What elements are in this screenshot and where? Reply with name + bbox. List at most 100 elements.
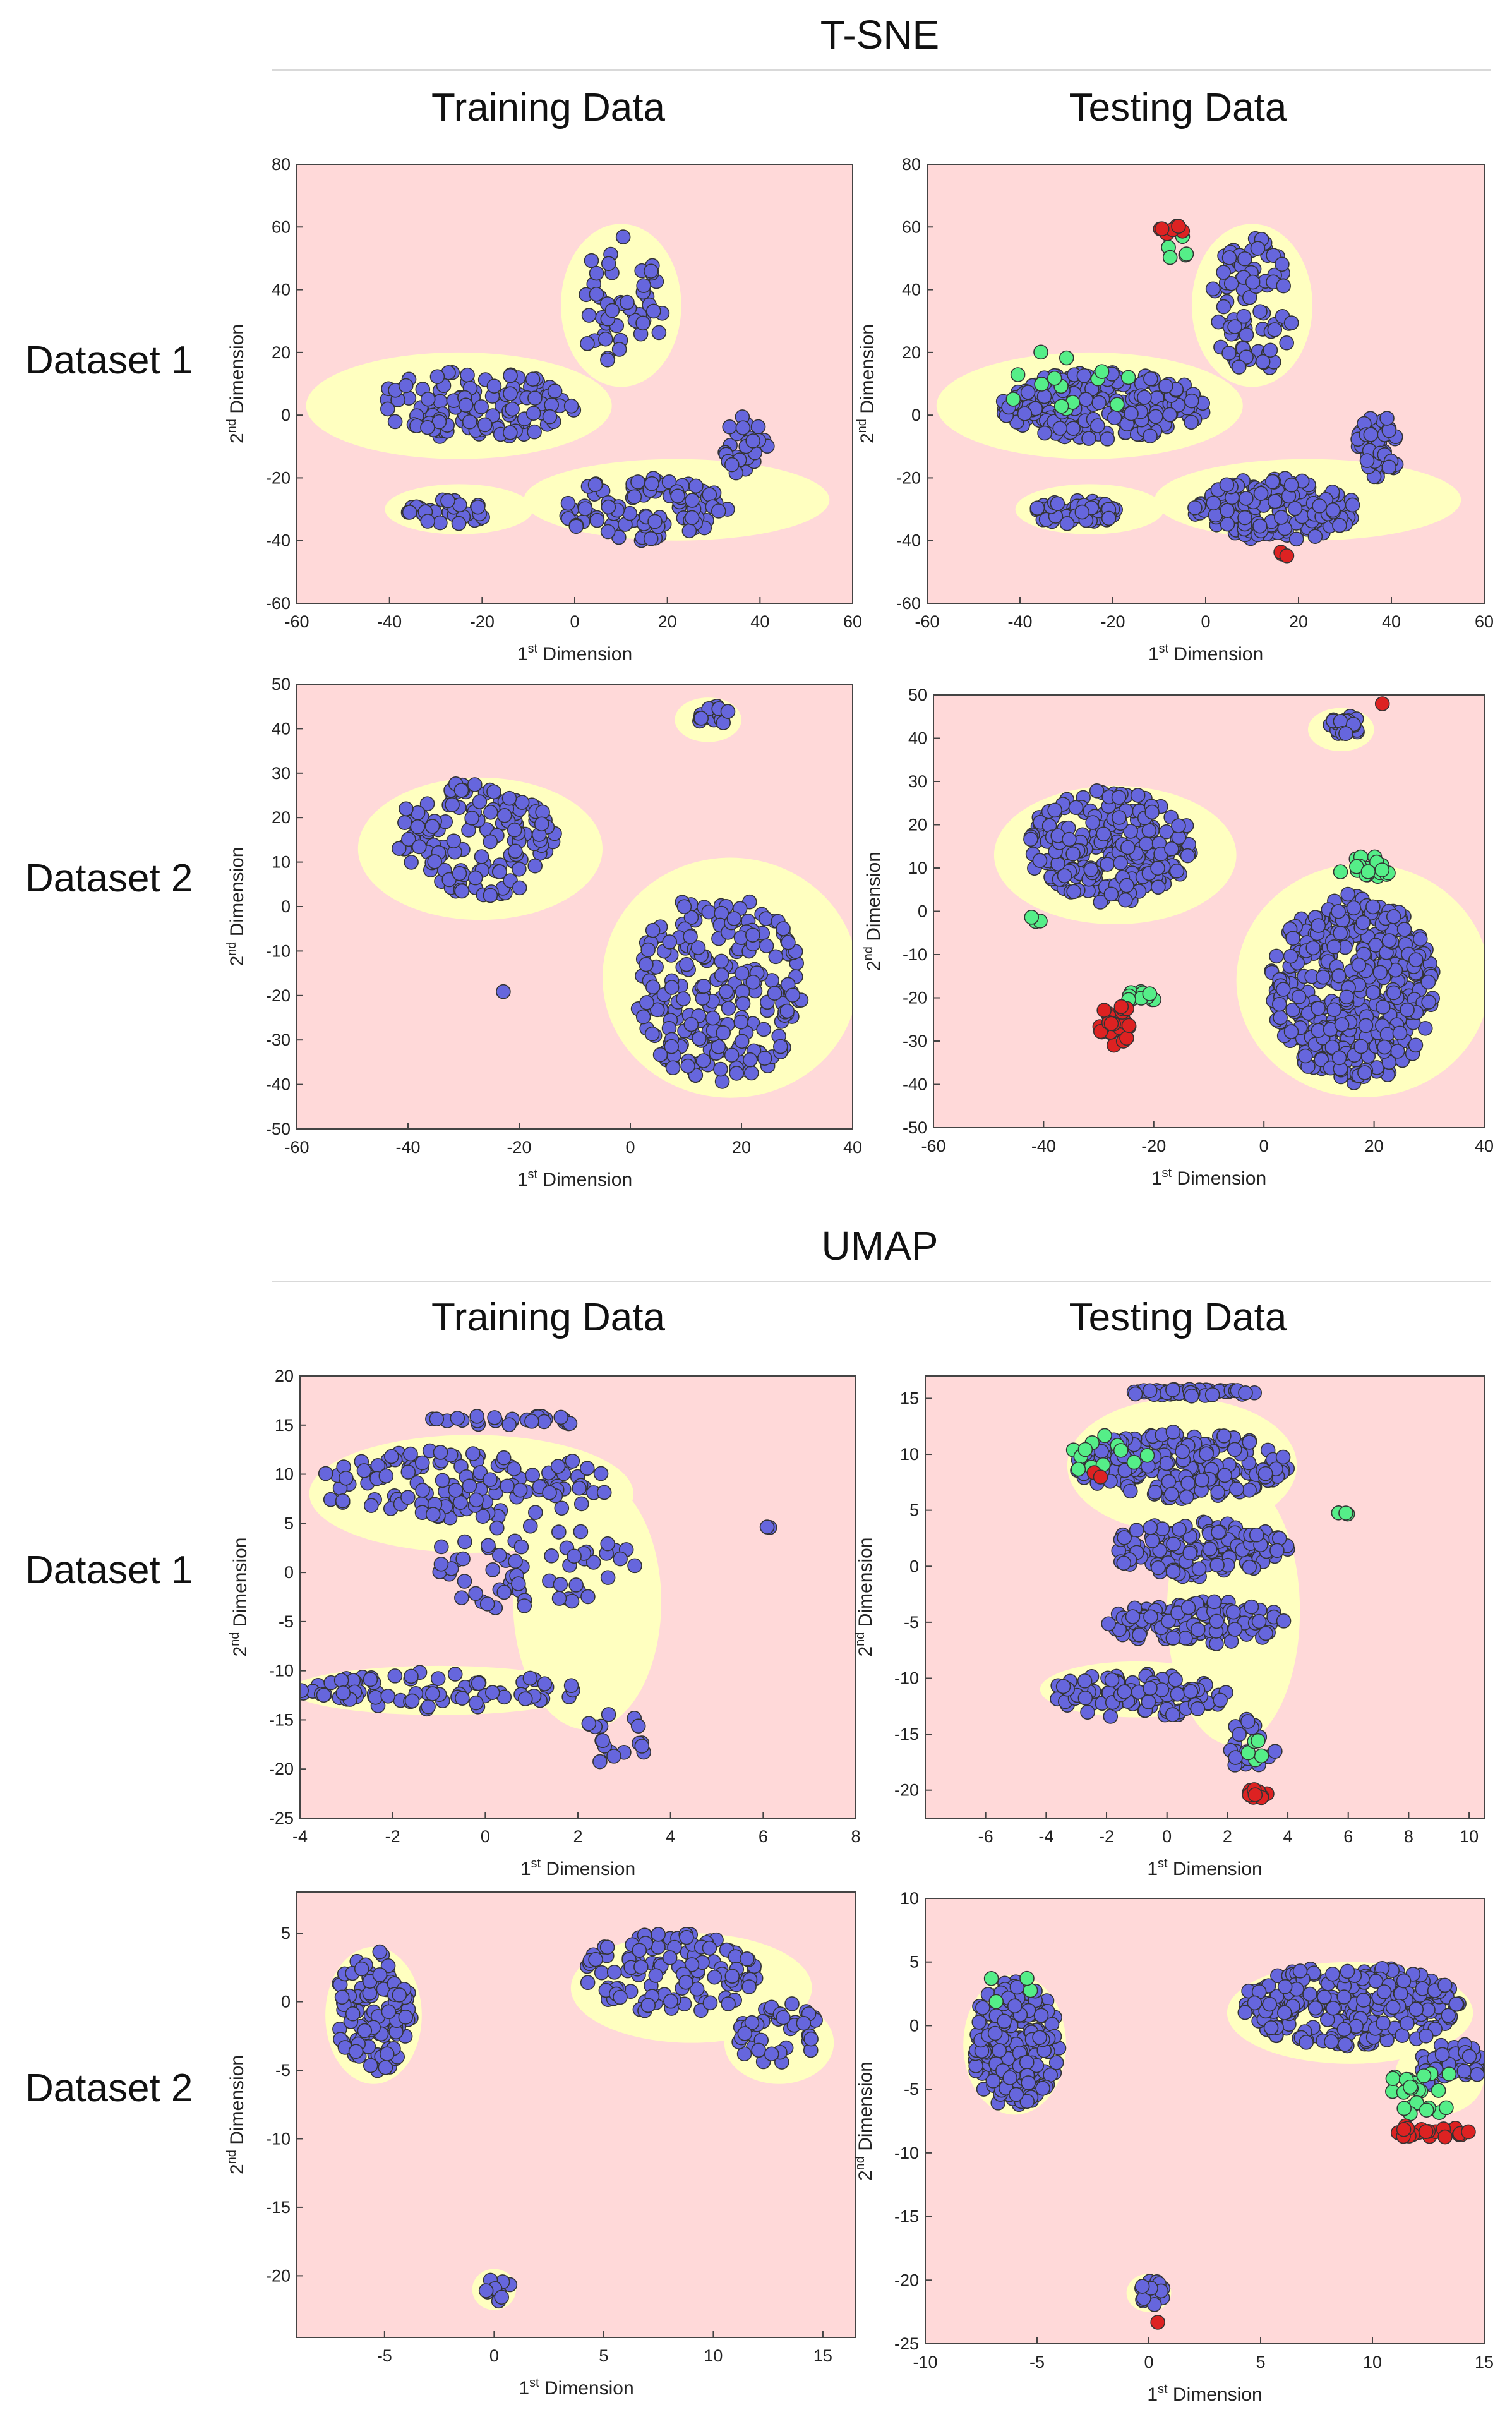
normal-point	[647, 1028, 663, 1044]
normal-point	[1183, 1435, 1199, 1450]
normal-point	[1348, 906, 1364, 921]
normal-point	[1139, 859, 1155, 875]
normal-point	[1150, 1619, 1166, 1634]
normal-point	[1096, 857, 1111, 872]
normal-point	[1441, 2056, 1456, 2072]
normal-point	[1189, 399, 1204, 415]
normal-point	[1466, 2048, 1482, 2064]
normal-point	[711, 1039, 726, 1054]
normal-point	[522, 1690, 538, 1705]
normal-point	[1113, 816, 1128, 831]
normal-point	[445, 1500, 461, 1516]
axes-frame	[296, 1891, 856, 2338]
normal-point	[1290, 477, 1306, 493]
normal-point	[747, 975, 762, 991]
normal-point	[1331, 968, 1347, 984]
normal-point	[1364, 977, 1379, 993]
normal-point	[1136, 1545, 1151, 1560]
normal-point	[1298, 1991, 1313, 2007]
normal-point	[622, 505, 638, 521]
normal-point	[501, 1417, 517, 1432]
normal-point	[436, 840, 451, 855]
normal-point	[1347, 1067, 1362, 1082]
normal-point	[443, 1561, 459, 1576]
normal-point	[398, 2010, 413, 2026]
green-point	[1094, 364, 1110, 379]
normal-point	[1325, 1966, 1340, 1982]
normal-point	[1290, 1998, 1305, 2013]
row-label-tsne-dataset2: Dataset 2	[25, 857, 193, 900]
normal-point	[1376, 1991, 1392, 2007]
normal-point	[1030, 2022, 1046, 2037]
normal-point	[1179, 818, 1194, 833]
normal-point	[1181, 407, 1196, 423]
normal-point	[1326, 504, 1341, 519]
normal-point	[1265, 474, 1280, 490]
normal-point	[1146, 2288, 1161, 2304]
normal-point	[460, 506, 476, 522]
red-point	[1273, 545, 1288, 560]
normal-point	[1326, 939, 1342, 955]
normal-point	[1367, 2021, 1383, 2036]
normal-point	[1110, 1675, 1125, 1691]
normal-point	[375, 1975, 390, 1991]
normal-point	[1407, 955, 1422, 971]
normal-point	[675, 1967, 691, 1982]
normal-point	[465, 390, 481, 405]
normal-point	[400, 840, 416, 855]
normal-point	[434, 427, 450, 442]
normal-point	[516, 414, 531, 430]
normal-point	[997, 1975, 1012, 1991]
normal-point	[1092, 391, 1108, 406]
x-tick-label: 2	[1223, 1827, 1232, 1846]
normal-point	[1131, 1610, 1146, 1625]
normal-point	[1241, 1983, 1256, 1999]
normal-point	[477, 1687, 493, 1703]
normal-point	[1074, 504, 1090, 520]
normal-point	[436, 378, 452, 394]
normal-point	[697, 900, 712, 915]
normal-point	[1164, 858, 1180, 873]
normal-point	[1179, 1621, 1194, 1636]
normal-point	[1038, 2080, 1053, 2095]
normal-point	[1321, 940, 1337, 955]
y-tick-label: -10	[269, 1661, 294, 1680]
normal-point	[1117, 1684, 1132, 1699]
normal-point	[1321, 902, 1336, 917]
normal-point	[1154, 1459, 1169, 1474]
normal-point	[1371, 2017, 1387, 2032]
normal-point	[1164, 841, 1179, 857]
normal-point	[1215, 1560, 1230, 1575]
red-point	[1396, 2128, 1411, 2144]
normal-point	[1094, 1444, 1109, 1459]
normal-point	[1217, 248, 1232, 263]
y-tick-label: 40	[272, 280, 291, 299]
normal-point	[706, 712, 722, 728]
green-point	[1411, 2082, 1426, 2098]
y-tick-label: 10	[272, 853, 291, 872]
normal-point	[1297, 968, 1312, 984]
normal-point	[1126, 804, 1142, 819]
normal-point	[1324, 2034, 1339, 2049]
normal-point	[745, 922, 760, 938]
red-point	[1119, 1030, 1134, 1046]
normal-point	[625, 490, 640, 505]
normal-point	[1136, 1685, 1151, 1701]
normal-point	[771, 914, 786, 929]
normal-point	[988, 2010, 1004, 2025]
normal-point	[1341, 1987, 1357, 2002]
normal-point	[1366, 985, 1381, 1000]
normal-point	[1172, 827, 1188, 842]
normal-point	[1393, 1986, 1408, 2001]
normal-point	[1285, 488, 1300, 503]
normal-point	[491, 2293, 507, 2309]
normal-point	[1357, 1975, 1372, 1990]
normal-point	[1317, 1019, 1333, 1035]
green-point	[1403, 2081, 1419, 2096]
decision-region	[993, 785, 1237, 925]
normal-point	[1322, 490, 1338, 505]
red-point	[1103, 1025, 1119, 1040]
normal-point	[349, 1689, 364, 1704]
normal-point	[975, 2003, 991, 2018]
normal-point	[1447, 1996, 1463, 2012]
